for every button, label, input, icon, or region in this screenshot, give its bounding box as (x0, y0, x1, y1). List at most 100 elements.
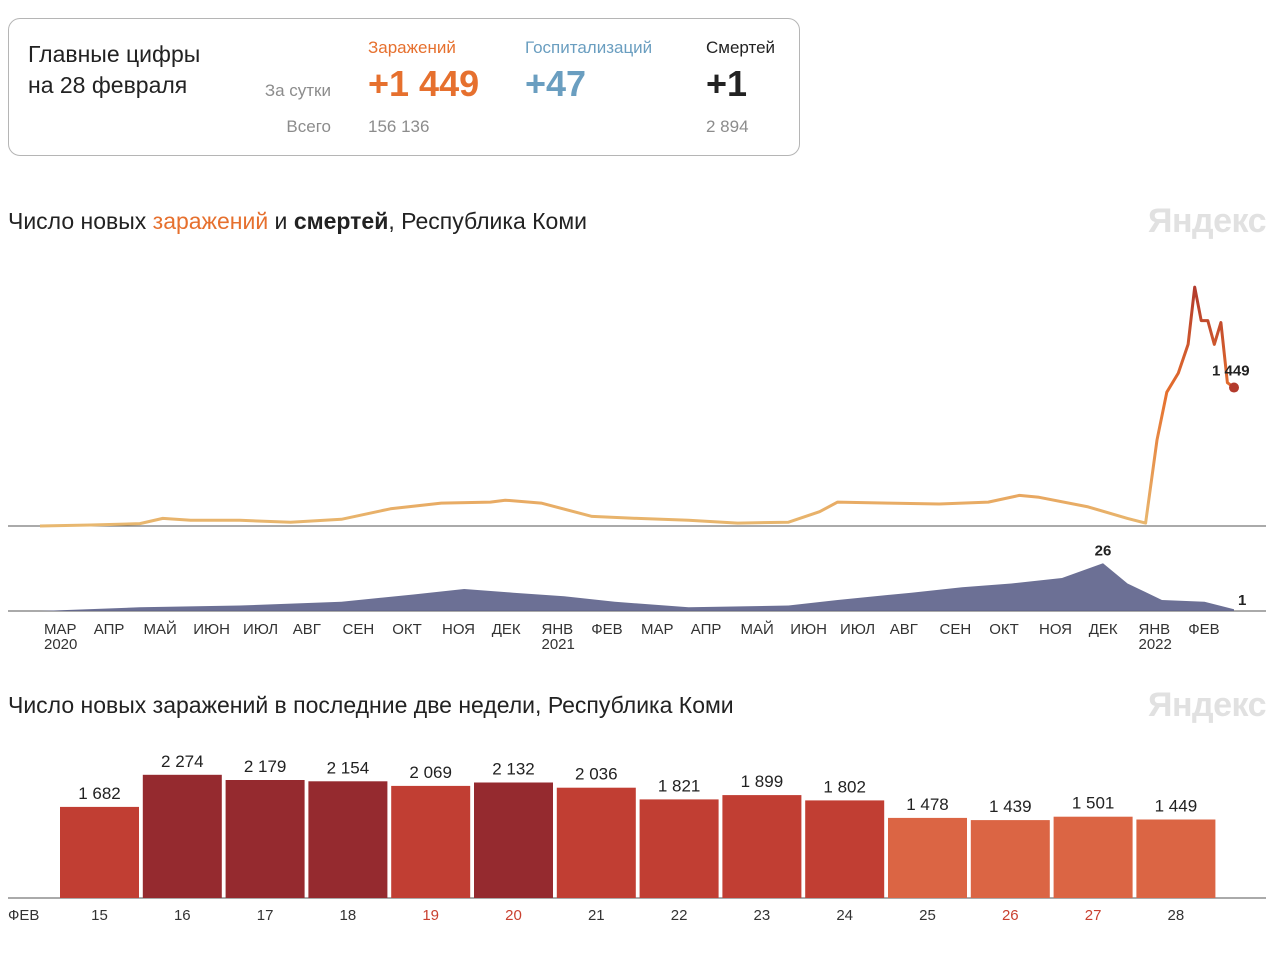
bar (142, 774, 222, 898)
month-label: МАР (44, 621, 77, 638)
two-week-bar-chart: ФЕВ 1 682 15 2 274 16 2 179 17 2 154 18 2 069 19 2 … (8, 752, 1266, 924)
yandex-watermark: Яндекс (1148, 686, 1266, 724)
month-label: НОЯ (1039, 621, 1072, 638)
row-label-day: За сутки (264, 81, 331, 100)
bar-value-label: 2 179 (244, 757, 287, 776)
bar (225, 780, 305, 898)
bar-day-label: 24 (836, 907, 853, 924)
bar-day-label: 26 (1002, 907, 1019, 924)
bar-value-label: 1 501 (1072, 794, 1115, 813)
last-infection-label: 1 449 (1212, 363, 1250, 380)
bar-value-label: 1 682 (78, 784, 121, 803)
bar-month-label: ФЕВ (8, 907, 39, 924)
bar (308, 781, 388, 898)
row-label-total: Всего (286, 117, 331, 136)
month-label: ДЕК (1089, 621, 1118, 638)
month-label: НОЯ (442, 621, 475, 638)
summary-title: Главные цифры на 28 февраля (28, 41, 201, 98)
bar-day-label: 22 (671, 907, 688, 924)
bar-day-label: 19 (422, 907, 439, 924)
month-label: МАР (641, 621, 674, 638)
hospital-header: Госпитализаций (525, 38, 653, 57)
bar (805, 800, 885, 898)
bar-day-label: 25 (919, 907, 936, 924)
bar-day-label: 28 (1168, 907, 1185, 924)
month-label: ЯНВ (542, 621, 574, 638)
hospital-day-value: +47 (525, 63, 587, 104)
month-label: АПР (94, 621, 125, 638)
month-label: ИЮН (790, 621, 827, 638)
chart1-title-part: и (268, 208, 294, 234)
bar (391, 785, 471, 898)
bar (722, 795, 802, 898)
year-label: 2022 (1139, 636, 1172, 653)
bar (639, 799, 719, 898)
bar-value-label: 1 449 (1155, 797, 1198, 816)
month-label: ДЕК (492, 621, 521, 638)
bar-value-label: 2 154 (327, 758, 370, 777)
month-label: МАЙ (741, 620, 774, 638)
bar-day-label: 27 (1085, 907, 1102, 924)
deaths-area (40, 563, 1234, 611)
bar-value-label: 2 036 (575, 765, 618, 784)
bar (1136, 819, 1216, 898)
month-label: АПР (691, 621, 722, 638)
month-label: ОКТ (989, 621, 1019, 638)
bar-day-label: 17 (257, 907, 274, 924)
bar-value-label: 1 439 (989, 797, 1032, 816)
bar-value-label: 2 069 (409, 763, 452, 782)
month-label: АВГ (293, 621, 321, 638)
month-label: ЯНВ (1139, 621, 1171, 638)
bar-value-label: 2 132 (492, 760, 535, 779)
last-death-label: 1 (1238, 592, 1246, 609)
month-label: ФЕВ (591, 621, 622, 638)
bar (1053, 816, 1133, 898)
peak-death-label: 26 (1095, 542, 1112, 559)
bar-day-label: 23 (754, 907, 771, 924)
bar (970, 820, 1050, 898)
chart1-title: Число новых заражений и смертей, Республ… (8, 208, 587, 235)
chart1-title-deaths: смертей (293, 208, 389, 234)
chart1-title-infections: заражений (152, 208, 269, 234)
month-axis: МАР АПР МАЙ ИЮН ИЮЛ АВГ СЕН ОКТ НОЯ ДЕК ЯНВ ФЕВ МАР А… (44, 620, 1220, 653)
deaths-total-value: 2 894 (706, 117, 749, 136)
month-label: ИЮЛ (840, 621, 875, 638)
deaths-day-value: +1 (706, 63, 748, 104)
month-label: АВГ (890, 621, 918, 638)
chart1-title-region: , Республика Коми (388, 208, 587, 234)
bar (60, 806, 139, 898)
bar-day-label: 16 (174, 907, 191, 924)
bar (474, 782, 553, 898)
month-label: ОКТ (392, 621, 422, 638)
month-label: ФЕВ (1188, 621, 1219, 638)
month-label: СЕН (940, 621, 972, 638)
deaths-header: Смертей (706, 38, 776, 57)
infections-day-value: +1 449 (368, 63, 480, 104)
infections-total-value: 156 136 (368, 117, 430, 136)
yandex-watermark: Яндекс (1148, 202, 1266, 240)
bar-value-label: 1 802 (823, 777, 866, 796)
year-label: 2021 (542, 636, 575, 653)
summary-card: Главные цифры на 28 февраля За сутки Все… (8, 18, 800, 156)
bar-day-label: 15 (91, 907, 108, 924)
month-label: СЕН (343, 621, 375, 638)
bar-value-label: 1 478 (906, 795, 949, 814)
chart1-title-part: Число новых (8, 208, 153, 234)
bar-value-label: 1 899 (741, 772, 784, 791)
last-infection-point (1229, 382, 1239, 393)
bar-day-label: 21 (588, 907, 605, 924)
bar (888, 817, 967, 898)
bar-value-label: 2 274 (161, 752, 204, 771)
bar (556, 787, 636, 898)
infections-deaths-chart: 1 449 26 1 МАР АПР МАЙ ИЮН ИЮЛ АВГ СЕН ОКТ НОЯ ДЕ… (8, 285, 1266, 653)
bar-day-label: 18 (340, 907, 357, 924)
month-label: МАЙ (144, 620, 177, 638)
infections-line (39, 285, 1235, 528)
bars-group: ФЕВ 1 682 15 2 274 16 2 179 17 2 154 18 2 069 19 2 … (8, 752, 1216, 924)
chart2-title: Число новых заражений в последние две не… (8, 692, 734, 718)
infections-header: Заражений (368, 38, 456, 57)
bar-value-label: 1 821 (658, 776, 701, 795)
month-label: ИЮЛ (243, 621, 278, 638)
bar-day-label: 20 (505, 907, 522, 924)
month-label: ИЮН (193, 621, 230, 638)
